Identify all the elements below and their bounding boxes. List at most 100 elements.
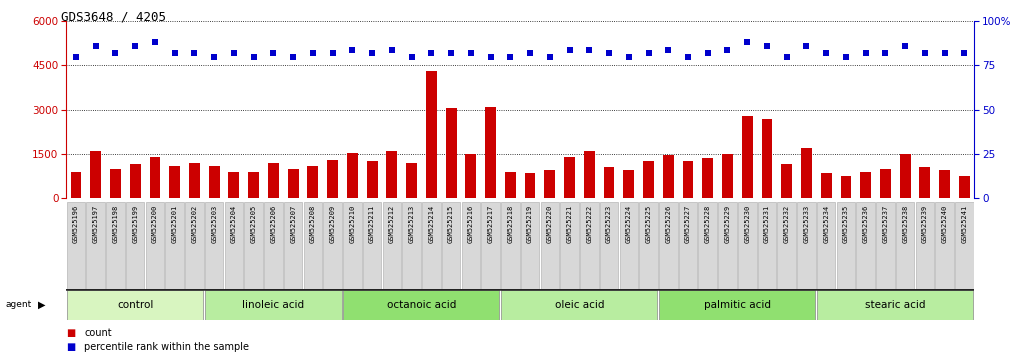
- Bar: [741, 116, 753, 198]
- FancyBboxPatch shape: [580, 202, 599, 289]
- Text: GSM525226: GSM525226: [665, 205, 671, 244]
- Text: GSM525239: GSM525239: [922, 205, 928, 244]
- FancyBboxPatch shape: [462, 202, 480, 289]
- FancyBboxPatch shape: [481, 202, 500, 289]
- Bar: [623, 170, 635, 198]
- FancyBboxPatch shape: [244, 202, 263, 289]
- Text: stearic acid: stearic acid: [865, 300, 925, 310]
- Text: GSM525233: GSM525233: [803, 205, 810, 244]
- Point: [601, 50, 617, 56]
- FancyBboxPatch shape: [600, 202, 618, 289]
- Bar: [781, 164, 792, 198]
- Text: GSM525227: GSM525227: [685, 205, 691, 244]
- FancyBboxPatch shape: [166, 202, 184, 289]
- Point: [265, 50, 282, 56]
- Point: [245, 54, 261, 59]
- FancyBboxPatch shape: [718, 202, 736, 289]
- FancyBboxPatch shape: [86, 202, 105, 289]
- Text: GSM525198: GSM525198: [113, 205, 118, 244]
- Point: [759, 43, 775, 49]
- Point: [68, 54, 84, 59]
- Text: GSM525224: GSM525224: [625, 205, 632, 244]
- Bar: [288, 169, 299, 198]
- Point: [87, 43, 104, 49]
- Bar: [466, 154, 476, 198]
- FancyBboxPatch shape: [501, 202, 520, 289]
- FancyBboxPatch shape: [205, 290, 342, 320]
- Point: [700, 50, 716, 56]
- FancyBboxPatch shape: [403, 202, 421, 289]
- Bar: [406, 163, 417, 198]
- Bar: [919, 167, 931, 198]
- Point: [344, 47, 360, 52]
- FancyBboxPatch shape: [955, 202, 973, 289]
- Text: GDS3648 / 4205: GDS3648 / 4205: [61, 11, 166, 24]
- Text: percentile rank within the sample: percentile rank within the sample: [84, 342, 249, 352]
- Text: GSM525241: GSM525241: [961, 205, 967, 244]
- Point: [502, 54, 519, 59]
- Point: [878, 50, 894, 56]
- Text: GSM525238: GSM525238: [902, 205, 908, 244]
- Text: control: control: [117, 300, 154, 310]
- FancyBboxPatch shape: [817, 202, 836, 289]
- Text: GSM525200: GSM525200: [152, 205, 158, 244]
- Point: [108, 50, 124, 56]
- Text: linoleic acid: linoleic acid: [242, 300, 304, 310]
- FancyBboxPatch shape: [777, 202, 796, 289]
- FancyBboxPatch shape: [344, 290, 499, 320]
- Text: GSM525222: GSM525222: [586, 205, 592, 244]
- Text: GSM525240: GSM525240: [942, 205, 948, 244]
- FancyBboxPatch shape: [797, 202, 816, 289]
- Bar: [445, 108, 457, 198]
- Point: [660, 47, 676, 52]
- Text: GSM525205: GSM525205: [250, 205, 256, 244]
- Point: [186, 50, 202, 56]
- Text: GSM525202: GSM525202: [191, 205, 197, 244]
- Point: [167, 50, 183, 56]
- Text: GSM525197: GSM525197: [93, 205, 99, 244]
- FancyBboxPatch shape: [204, 202, 224, 289]
- FancyBboxPatch shape: [382, 202, 401, 289]
- Text: GSM525217: GSM525217: [487, 205, 493, 244]
- FancyBboxPatch shape: [915, 202, 935, 289]
- Point: [324, 50, 341, 56]
- Bar: [149, 157, 161, 198]
- Text: oleic acid: oleic acid: [554, 300, 604, 310]
- Bar: [880, 169, 891, 198]
- Bar: [208, 166, 220, 198]
- Bar: [485, 107, 496, 198]
- Text: GSM525201: GSM525201: [172, 205, 178, 244]
- Text: GSM525229: GSM525229: [724, 205, 730, 244]
- Bar: [229, 172, 239, 198]
- Text: GSM525220: GSM525220: [547, 205, 553, 244]
- FancyBboxPatch shape: [738, 202, 757, 289]
- Text: GSM525231: GSM525231: [764, 205, 770, 244]
- FancyBboxPatch shape: [540, 202, 559, 289]
- FancyBboxPatch shape: [896, 202, 914, 289]
- Point: [798, 43, 815, 49]
- Text: GSM525228: GSM525228: [705, 205, 711, 244]
- FancyBboxPatch shape: [363, 202, 381, 289]
- Text: GSM525223: GSM525223: [606, 205, 612, 244]
- Text: GSM525218: GSM525218: [507, 205, 514, 244]
- Point: [127, 43, 143, 49]
- Text: GSM525212: GSM525212: [388, 205, 395, 244]
- Text: palmitic acid: palmitic acid: [704, 300, 771, 310]
- Point: [482, 54, 498, 59]
- Bar: [91, 151, 101, 198]
- Point: [443, 50, 460, 56]
- Text: ■: ■: [66, 342, 75, 352]
- FancyBboxPatch shape: [343, 202, 362, 289]
- FancyBboxPatch shape: [304, 202, 322, 289]
- Point: [897, 43, 913, 49]
- Text: GSM525211: GSM525211: [369, 205, 375, 244]
- Bar: [70, 172, 81, 198]
- Bar: [703, 159, 713, 198]
- FancyBboxPatch shape: [619, 202, 638, 289]
- FancyBboxPatch shape: [67, 202, 85, 289]
- Point: [956, 50, 972, 56]
- Text: GSM525196: GSM525196: [73, 205, 79, 244]
- FancyBboxPatch shape: [501, 290, 657, 320]
- Text: GSM525237: GSM525237: [883, 205, 889, 244]
- Bar: [110, 169, 121, 198]
